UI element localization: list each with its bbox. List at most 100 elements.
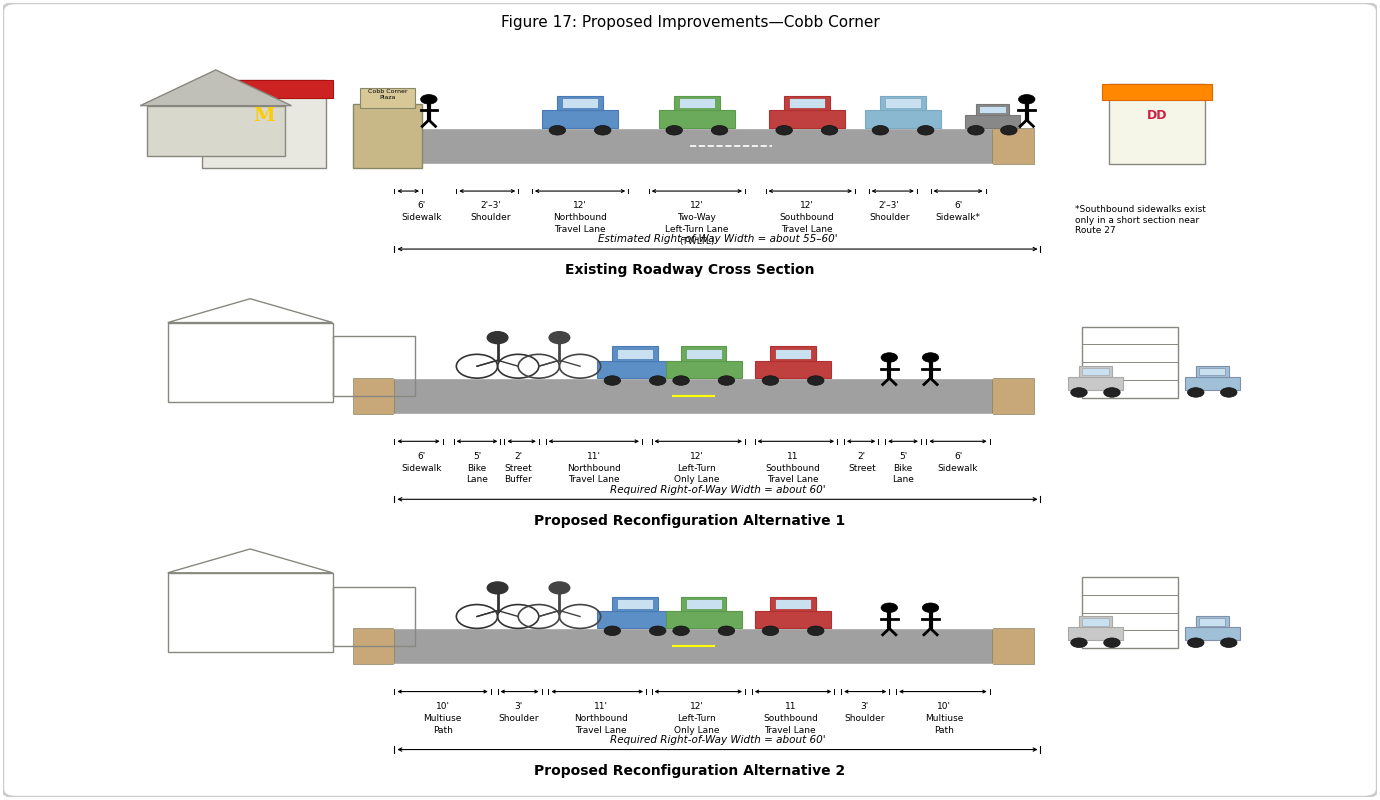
Bar [1199,618,1225,626]
Bar [395,128,992,164]
Circle shape [776,126,792,135]
Text: Travel Lane: Travel Lane [781,226,832,234]
Circle shape [673,376,690,386]
Circle shape [1018,94,1035,104]
Bar [992,378,1034,414]
Text: 10': 10' [937,702,951,711]
Text: Left-Turn: Left-Turn [678,463,716,473]
Circle shape [487,582,508,594]
Bar [353,378,395,414]
Bar [865,110,941,128]
Text: Only Lane: Only Lane [673,475,719,485]
Bar [1196,366,1228,377]
Bar [1082,577,1179,648]
Bar [667,361,741,378]
Text: Path: Path [934,726,954,734]
Bar [395,378,992,414]
Bar [558,96,603,110]
Text: 11': 11' [586,452,600,461]
Circle shape [718,376,734,386]
Bar [598,361,673,378]
Bar [675,96,719,110]
Bar [776,598,811,609]
Bar [360,88,415,108]
Bar [617,349,653,358]
Text: 5': 5' [898,452,907,461]
Bar [789,98,825,108]
Text: Left-Turn: Left-Turn [678,714,716,723]
Circle shape [595,126,611,135]
Text: Bike: Bike [893,463,912,473]
Circle shape [807,376,824,386]
Text: 2': 2' [858,452,865,461]
Circle shape [1220,638,1236,647]
Bar [1185,377,1239,390]
Text: 12': 12' [800,202,814,210]
Circle shape [1104,638,1121,647]
Text: Northbound: Northbound [567,463,621,473]
Text: Street: Street [847,463,876,473]
Bar [770,597,816,611]
Text: 6': 6' [418,452,426,461]
Bar [1079,366,1112,377]
Text: Figure 17: Proposed Improvements—Cobb Corner: Figure 17: Proposed Improvements—Cobb Co… [501,14,879,30]
Bar [148,106,284,156]
Text: (TWLTL): (TWLTL) [679,237,715,246]
Circle shape [880,603,897,613]
Text: 12': 12' [690,202,704,210]
Bar [885,98,922,108]
Text: Travel Lane: Travel Lane [575,726,627,734]
Text: Cobb Corner
Plaza: Cobb Corner Plaza [368,89,407,100]
Bar [333,586,415,646]
Bar [679,98,715,108]
Circle shape [487,332,508,343]
Bar [1199,368,1225,375]
Text: Travel Lane: Travel Lane [767,475,818,485]
Circle shape [922,603,938,613]
Text: 6': 6' [954,452,962,461]
Bar [682,346,726,361]
Bar [992,128,1034,164]
Text: Only Lane: Only Lane [673,726,719,734]
Circle shape [718,626,734,635]
Text: Two-Way: Two-Way [678,214,716,222]
Text: Proposed Reconfiguration Alternative 1: Proposed Reconfiguration Alternative 1 [534,514,846,528]
Bar [613,597,658,611]
Text: 2'–3': 2'–3' [879,202,900,210]
Bar [682,597,726,611]
Bar [562,98,598,108]
Bar [1082,326,1179,398]
Text: 12': 12' [690,702,704,711]
Bar [755,611,831,629]
Circle shape [762,376,778,386]
Circle shape [711,126,727,135]
Circle shape [1000,126,1017,135]
Bar [755,361,831,378]
Circle shape [673,626,690,635]
Text: Sidewalk: Sidewalk [402,463,442,473]
Text: 2'–3': 2'–3' [480,202,501,210]
Bar [353,629,395,664]
Text: Estimated Right-of-Way Width = about 55–60': Estimated Right-of-Way Width = about 55–… [598,234,838,244]
Text: Shoulder: Shoulder [845,714,885,723]
Circle shape [880,353,897,362]
Text: Shoulder: Shoulder [869,214,909,222]
Bar [1196,617,1228,627]
Text: Sidewalk: Sidewalk [938,463,978,473]
Circle shape [1071,638,1087,647]
Text: DD: DD [1147,110,1167,122]
Bar [992,629,1034,664]
Bar [195,80,333,98]
Text: 6': 6' [954,202,962,210]
Text: 10': 10' [436,702,450,711]
Bar [660,110,734,128]
Text: Northbound: Northbound [574,714,628,723]
Bar [1082,368,1108,375]
Text: Left-Turn Lane: Left-Turn Lane [665,226,729,234]
Circle shape [549,126,566,135]
Circle shape [650,626,667,635]
Text: *Southbound sidewalks exist
only in a short section near
Route 27: *Southbound sidewalks exist only in a sh… [1075,206,1206,235]
Bar [667,611,741,629]
Bar [395,629,992,664]
Bar [542,110,618,128]
